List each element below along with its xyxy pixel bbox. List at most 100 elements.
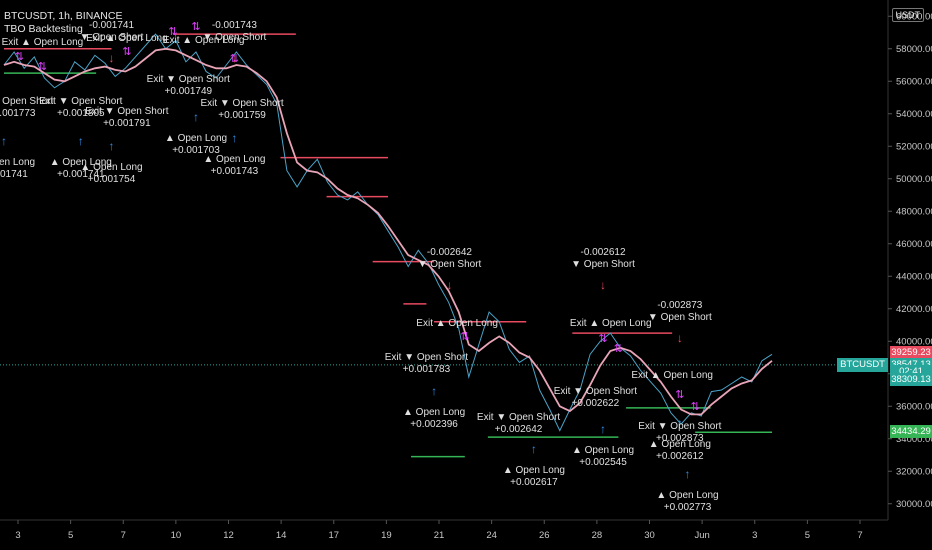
- trade-pnl: +0.002396: [410, 419, 458, 430]
- trade-pnl: +0.001754: [88, 174, 136, 185]
- x-tick-label: 10: [171, 530, 182, 541]
- strategy-title: TBO Backtesting: [4, 23, 83, 35]
- marker-icon: ⇅: [598, 333, 607, 345]
- trade-pnl: +0.001743: [211, 166, 259, 177]
- y-tick-label: 54000.00: [896, 109, 932, 120]
- x-tick-label: 17: [328, 530, 339, 541]
- symbol-price-tag: BTCUSDT: [837, 357, 888, 372]
- chart-header: BTCUSDT, 1h, BINANCE TBO Backtesting: [4, 10, 122, 36]
- marker-icon: ⇅: [614, 343, 623, 355]
- currency-badge[interactable]: USDT: [891, 8, 924, 22]
- y-tick-label: 36000.00: [896, 401, 932, 412]
- exit-label: Exit ▼ Open Short: [0, 96, 54, 107]
- marker-icon: ⇅: [691, 401, 700, 413]
- trade-label: ▼ Open Short: [418, 259, 482, 270]
- trade-pnl: +0.001791: [103, 118, 151, 129]
- x-tick-label: 12: [223, 530, 234, 541]
- y-tick-label: 34000.00: [896, 434, 932, 445]
- exit-label: Exit ▼ Open Short: [85, 106, 168, 117]
- x-tick-label: 5: [805, 530, 810, 541]
- price-series: [3, 33, 773, 432]
- exit-label: Exit ▼ Open Short: [200, 98, 283, 109]
- trade-label: ▲ Open Long: [403, 407, 465, 418]
- x-tick-label: 3: [752, 530, 757, 541]
- long-arrow-icon: ↑: [1, 134, 7, 148]
- trade-pnl: +0.001741: [0, 169, 28, 180]
- x-tick-label: 26: [539, 530, 550, 541]
- marker-icon: ⇅: [168, 26, 177, 38]
- y-tick-label: 48000.00: [896, 206, 932, 217]
- exit-label: Exit ▼ Open Short: [39, 96, 122, 107]
- y-tick-label: 44000.00: [896, 271, 932, 282]
- long-arrow-icon: ↑: [231, 131, 237, 145]
- trade-pnl: +0.002612: [656, 451, 704, 462]
- trade-pnl: +0.001759: [218, 110, 266, 121]
- marker-icon: ⇅: [122, 46, 131, 58]
- y-tick-label: 42000.00: [896, 304, 932, 315]
- exit-label: Exit ▲ Open Long: [86, 33, 168, 44]
- x-tick-label: 14: [276, 530, 287, 541]
- trade-pnl: +0.001741: [57, 169, 105, 180]
- x-tick-label: 21: [434, 530, 445, 541]
- trade-pnl: +0.001703: [172, 145, 220, 156]
- trade-pnl: -0.002873: [657, 300, 702, 311]
- x-tick-label: 24: [486, 530, 497, 541]
- x-tick-label: Jun: [694, 530, 709, 541]
- y-tick-label: 58000.00: [896, 44, 932, 55]
- trade-pnl: +0.002642: [495, 424, 543, 435]
- trade-label: ▲ Open Long: [503, 465, 565, 476]
- marker-icon: ⇅: [15, 51, 24, 63]
- trade-label: ▲ Open Long: [50, 157, 112, 168]
- price-tag: 34434.29: [890, 424, 932, 438]
- price-tag: 39259.23: [890, 346, 932, 360]
- exit-label: Exit ▼ Open Short: [554, 386, 637, 397]
- long-arrow-icon: ↑: [431, 384, 437, 398]
- x-tick-label: 19: [381, 530, 392, 541]
- x-tick-label: 30: [644, 530, 655, 541]
- trade-label: ▼ Open Short: [571, 259, 635, 270]
- short-arrow-icon: ↓: [109, 51, 115, 65]
- trade-label: ▲ Open Long: [203, 154, 265, 165]
- long-arrow-icon: ↑: [600, 422, 606, 436]
- long-arrow-icon: ↑: [193, 110, 199, 124]
- y-tick-label: 30000.00: [896, 499, 932, 510]
- short-arrow-icon: ↓: [600, 278, 606, 292]
- trade-label: ▼ Open Short: [648, 312, 712, 323]
- x-tick-label: 3: [15, 530, 20, 541]
- short-arrow-icon: ↓: [231, 51, 237, 65]
- trade-pnl: +0.001773: [0, 108, 36, 119]
- marker-icon: ⇅: [191, 21, 200, 33]
- moving-average: [3, 47, 773, 416]
- exit-label: Exit ▲ Open Long: [416, 318, 498, 329]
- trade-pnl: +0.002545: [579, 457, 627, 468]
- symbol-title: BTCUSDT, 1h, BINANCE: [4, 10, 123, 22]
- long-arrow-icon: ↑: [78, 134, 84, 148]
- exit-label: Exit ▲ Open Long: [2, 37, 84, 48]
- y-tick-label: 60000.00: [896, 11, 932, 22]
- y-tick-label: 56000.00: [896, 76, 932, 87]
- trade-pnl: -0.001741: [89, 20, 134, 31]
- exit-label: Exit ▼ Open Short: [147, 74, 230, 85]
- y-tick-label: 52000.00: [896, 141, 932, 152]
- trade-pnl: +0.001749: [165, 86, 213, 97]
- trade-pnl: +0.002873: [656, 433, 704, 444]
- long-arrow-icon: ↑: [677, 416, 683, 430]
- x-tick-label: 7: [857, 530, 862, 541]
- x-tick-label: 28: [592, 530, 603, 541]
- trade-pnl: -0.002642: [427, 247, 472, 258]
- x-tick-label: 7: [121, 530, 126, 541]
- trade-pnl: +0.002617: [510, 477, 558, 488]
- long-arrow-icon: ↑: [109, 139, 115, 153]
- trade-label: ▲ Open Long: [649, 439, 711, 450]
- trade-label: ▼ Open Short: [80, 32, 144, 43]
- x-tick-label: 5: [68, 530, 73, 541]
- trade-pnl: +0.001805: [57, 108, 105, 119]
- y-tick-label: 50000.00: [896, 174, 932, 185]
- marker-icon: ⇅: [230, 53, 239, 65]
- trade-label: ▼ Open Short: [202, 32, 266, 43]
- marker-icon: ⇅: [38, 61, 47, 73]
- marker-icon: ⇅: [675, 389, 684, 401]
- short-arrow-icon: ↓: [446, 278, 452, 292]
- long-arrow-icon: ↑: [531, 442, 537, 456]
